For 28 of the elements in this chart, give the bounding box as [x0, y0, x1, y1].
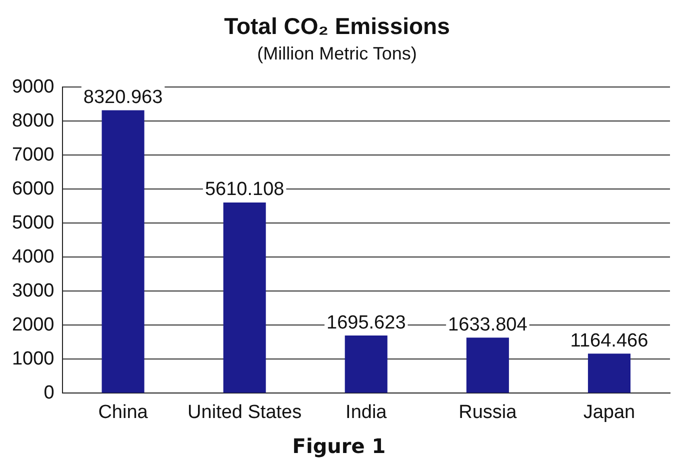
y-tick-label: 4000	[12, 246, 54, 268]
y-tick-label: 8000	[12, 110, 54, 132]
bar	[344, 336, 388, 393]
y-tick-label: 1000	[12, 348, 54, 370]
y-tick-label: 2000	[12, 314, 54, 336]
y-tick-label: 9000	[12, 76, 54, 98]
x-tick-label: United States	[188, 402, 302, 423]
y-tick-label: 3000	[12, 280, 54, 302]
y-tick-label: 7000	[12, 144, 54, 166]
caption: Figure 1	[291, 434, 387, 458]
x-tick-label: China	[98, 402, 148, 423]
data-label: 5610.108	[204, 179, 284, 200]
data-label: 1164.466	[570, 330, 648, 352]
data-label: 1695.623	[326, 312, 406, 334]
bar	[102, 110, 144, 393]
y-tick-label: 6000	[12, 178, 54, 200]
chart-subtitle: (Million Metric Tons)	[257, 43, 417, 64]
data-label: 8320.963	[83, 87, 163, 108]
y-tick-label: 5000	[12, 212, 54, 234]
x-tick-label: India	[346, 402, 388, 423]
x-tick-label: Russia	[458, 402, 518, 423]
bar	[588, 354, 630, 393]
y-tick-label: 0	[44, 382, 54, 404]
data-label: 1633.804	[448, 314, 528, 336]
bar	[466, 338, 509, 393]
x-tick-label: Japan	[583, 402, 636, 423]
bar	[223, 202, 266, 393]
chart-title: Total CO₂ Emissions	[224, 13, 450, 40]
